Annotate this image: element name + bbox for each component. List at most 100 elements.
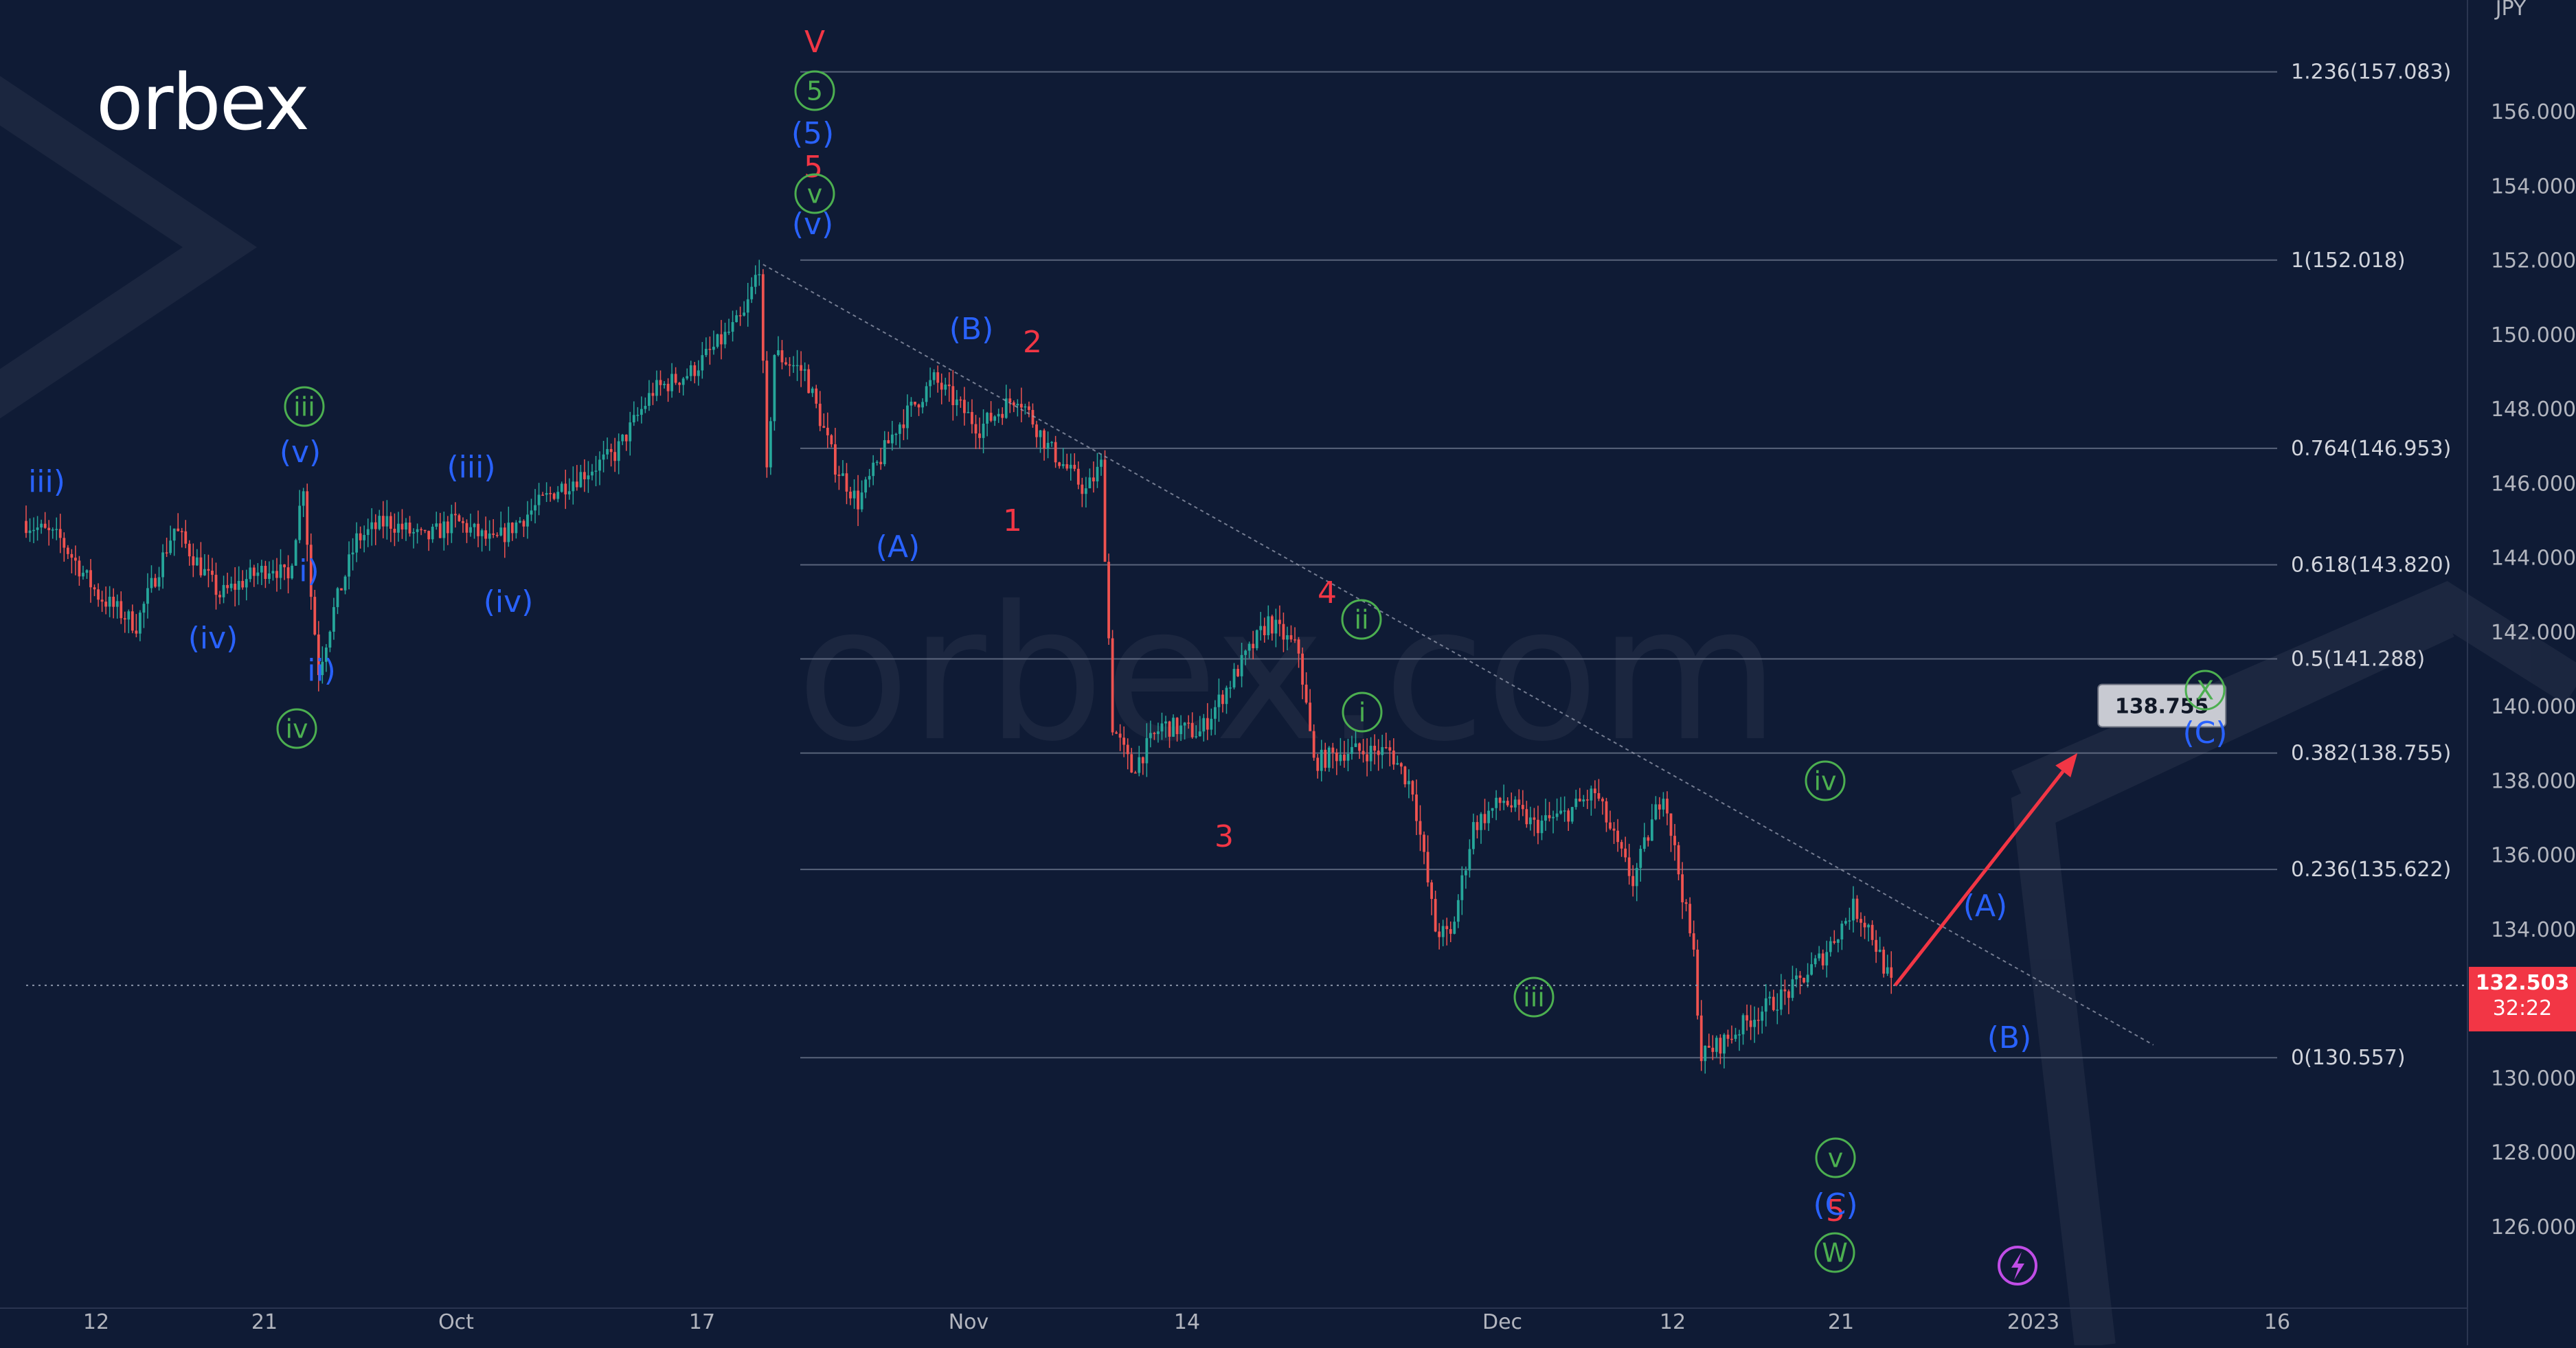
candle (1517, 789, 1521, 821)
candle (951, 369, 955, 421)
candle (1487, 801, 1490, 832)
candle (400, 509, 404, 539)
candle (1726, 1029, 1730, 1047)
candle (989, 401, 993, 422)
candle (1833, 930, 1836, 945)
candle (370, 508, 374, 546)
wave-label: (iv) (484, 584, 534, 619)
currency-label: JPY (2494, 0, 2527, 21)
candle (268, 561, 271, 584)
candle (1309, 689, 1312, 731)
candle (1867, 923, 1870, 941)
candle (195, 549, 199, 567)
candle (868, 468, 871, 488)
candle (784, 357, 787, 366)
wave-label: ii (1341, 599, 1382, 640)
candle (139, 610, 142, 641)
candle (1779, 974, 1783, 1016)
candle (435, 512, 438, 530)
candle (1855, 895, 1859, 923)
candle (1631, 865, 1635, 897)
candle (1088, 468, 1092, 489)
candle (1278, 605, 1281, 637)
candle (199, 542, 203, 578)
candle (758, 260, 761, 286)
candle (864, 477, 868, 499)
candle (727, 319, 730, 335)
candle (146, 573, 149, 619)
candle (495, 532, 499, 538)
candle (1468, 839, 1471, 878)
candle (875, 460, 879, 466)
candle (1574, 790, 1578, 810)
candle (670, 363, 673, 398)
candle (1236, 665, 1239, 678)
candle (343, 575, 347, 595)
candle (1324, 742, 1327, 772)
candle (1852, 886, 1855, 933)
wave-label: 1 (1003, 503, 1022, 538)
candle (1122, 726, 1126, 757)
candle (120, 591, 123, 624)
candle (1183, 722, 1186, 740)
wave-label-text: iii (1523, 983, 1545, 1013)
candle (222, 575, 225, 604)
candle (1768, 991, 1772, 1005)
candle (1065, 453, 1069, 471)
candle (1609, 810, 1612, 830)
candle (1476, 815, 1479, 838)
wave-label-text: 4 (1318, 575, 1337, 610)
flash-icon[interactable] (1998, 1246, 2037, 1286)
candle (1642, 823, 1646, 852)
wave-label-text: 5 (1826, 1193, 1845, 1229)
fib-level-label: 0(130.557) (2291, 1046, 2406, 1070)
candle (1836, 939, 1840, 952)
candle (830, 434, 833, 448)
candle (1335, 749, 1338, 775)
wave-label-text: 3 (1214, 819, 1234, 854)
candle (1875, 930, 1878, 963)
candle (1696, 939, 1699, 1020)
candle (723, 322, 727, 349)
wave-label-text: 1 (1003, 503, 1022, 538)
candle (795, 350, 799, 381)
candle (1354, 731, 1357, 747)
candle (309, 533, 313, 610)
candle (1069, 453, 1072, 481)
candle (967, 402, 970, 413)
candle (1373, 734, 1377, 765)
wave-label: 5 (794, 70, 835, 111)
candle (1818, 946, 1821, 961)
candle (743, 301, 746, 317)
candle (165, 537, 168, 558)
candle (1164, 716, 1167, 738)
candle (1297, 637, 1300, 668)
candle (1225, 685, 1228, 714)
candle (899, 422, 901, 448)
candle (1844, 917, 1847, 926)
projection-arrowhead (2055, 753, 2078, 777)
y-tick-label: 138.000 (2491, 769, 2576, 793)
candle (1787, 989, 1790, 1014)
fib-level-label: 0.764(146.953) (2291, 437, 2451, 461)
candle (845, 463, 848, 505)
candle (374, 514, 377, 545)
candle (978, 418, 981, 450)
wave-label-text: (B) (949, 312, 994, 347)
candle (1126, 738, 1129, 770)
wave-label: V (804, 25, 825, 60)
candle (1343, 740, 1346, 768)
candle (1585, 790, 1589, 810)
candle (1559, 797, 1563, 815)
candles (25, 260, 1893, 1074)
candle (1548, 801, 1551, 822)
wave-label: iv (276, 708, 317, 749)
candle (1673, 823, 1676, 861)
candle (803, 362, 806, 382)
candle (1886, 955, 1889, 976)
candle (1616, 819, 1619, 852)
candle (674, 367, 677, 385)
wave-label: iii (284, 386, 325, 427)
wave-label: i (1342, 692, 1383, 733)
